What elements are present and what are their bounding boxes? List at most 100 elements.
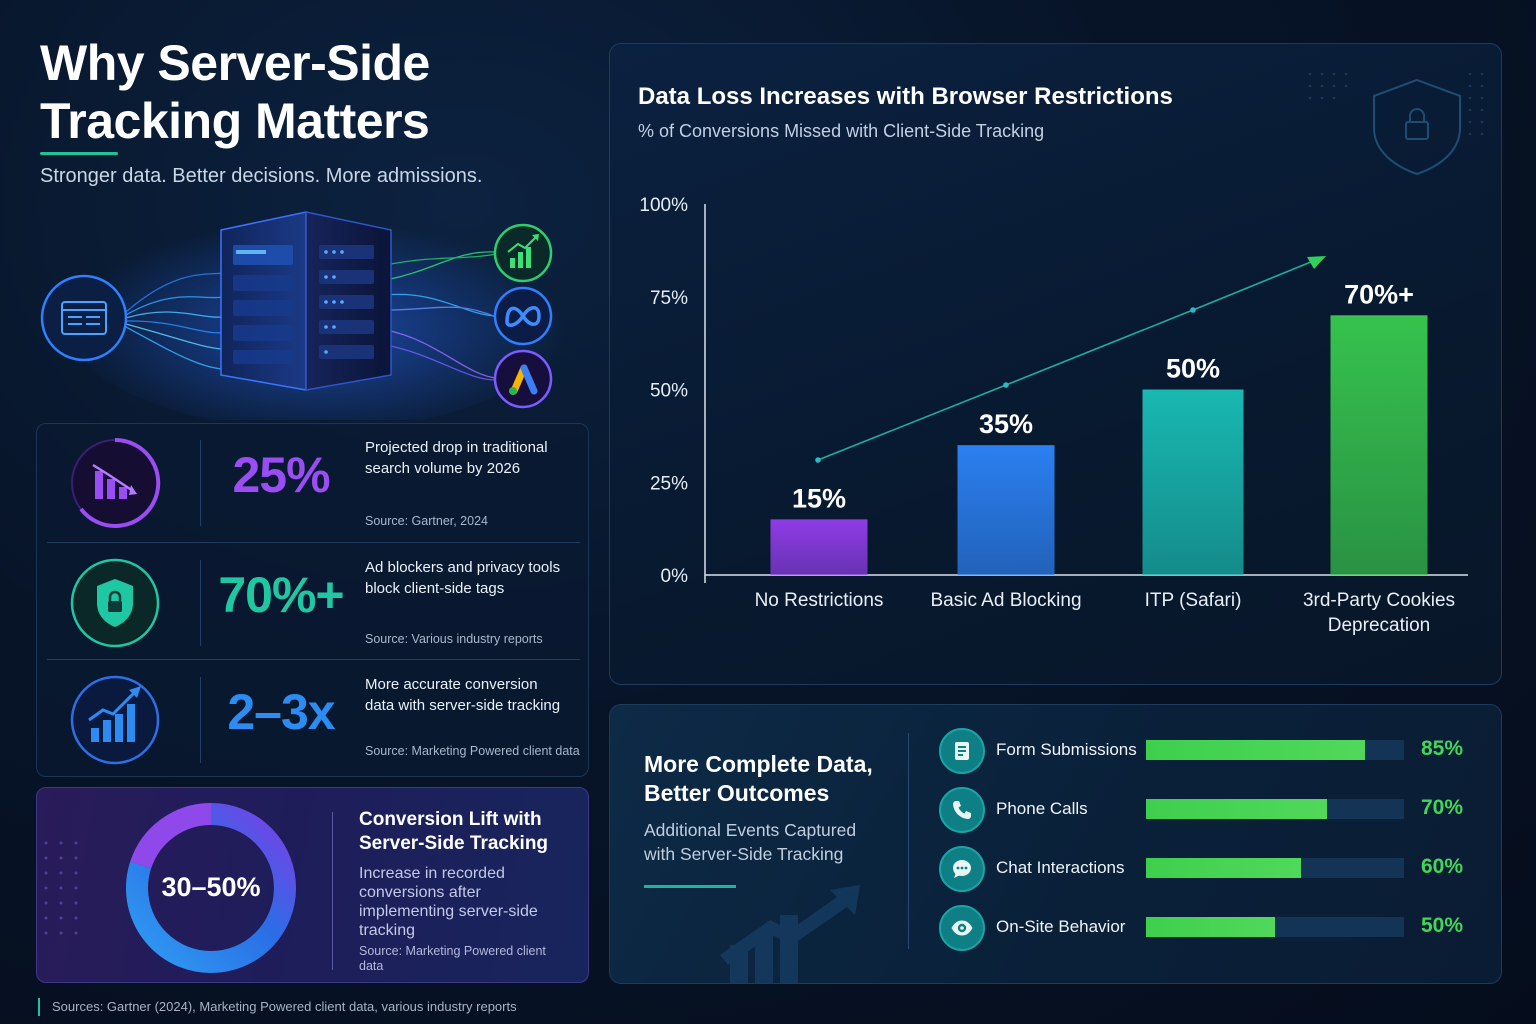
chart-bars: 15% 35% 50% 70%+ bbox=[770, 279, 1428, 575]
conversion-lift-source: Source: Marketing Powered client data bbox=[359, 944, 546, 973]
x-tick-label: No Restrictions bbox=[755, 590, 884, 611]
declining-bar-chart-icon bbox=[71, 437, 161, 528]
trend-point bbox=[1003, 382, 1009, 388]
title-underline bbox=[40, 152, 118, 155]
outcomes-divider bbox=[908, 733, 909, 949]
stat-description: Ad blockers and privacy tools block clie… bbox=[365, 559, 561, 597]
chart-panel: 0% 25% 50% 75% 100% No Restrictions Basic Ad B… bbox=[609, 43, 1502, 685]
eye-icon bbox=[939, 905, 985, 951]
outcome-row-form-submissions: Form Submissions 85% bbox=[939, 728, 1479, 774]
outcomes-title: More Complete Data, Better Outcomes bbox=[644, 751, 873, 806]
conversion-lift-donut bbox=[126, 803, 296, 973]
stat-source: Source: Marketing Powered client data bbox=[365, 744, 580, 758]
shield-lock-icon bbox=[70, 558, 160, 648]
outcome-bar-fill bbox=[1146, 799, 1327, 819]
y-tick-label: 75% bbox=[650, 288, 688, 309]
bar-3 bbox=[1142, 389, 1244, 575]
chart-axes: 0% 25% 50% 75% 100% No Restrictions Basic Ad B… bbox=[639, 195, 1468, 636]
google-ads-icon bbox=[493, 349, 553, 409]
stat-divider bbox=[200, 560, 201, 646]
meta-icon bbox=[493, 286, 553, 346]
outcome-value: 85% bbox=[1421, 737, 1464, 760]
chart-subtitle: % of Conversions Missed with Client-Side… bbox=[638, 121, 1045, 141]
y-tick-label: 100% bbox=[639, 195, 688, 216]
stat-row-separator bbox=[47, 659, 580, 660]
stat-source: Source: Various industry reports bbox=[365, 632, 543, 646]
stat-row-ad-blockers: 70%+ Ad blockers and privacy tools block… bbox=[37, 544, 590, 661]
outcome-value: 60% bbox=[1421, 855, 1464, 878]
phone-icon bbox=[939, 787, 985, 833]
bar-data-label: 35% bbox=[979, 409, 1033, 439]
outcomes-panel: More Complete Data, Better Outcomes Addi… bbox=[609, 704, 1502, 984]
outcome-label: Chat Interactions bbox=[996, 858, 1125, 877]
stat-source: Source: Gartner, 2024 bbox=[365, 514, 488, 528]
analytics-icon bbox=[493, 223, 553, 283]
shield-lock-icon bbox=[1373, 78, 1461, 176]
trend-arrowhead bbox=[1307, 256, 1326, 269]
stats-panel: 25% Projected drop in traditional search… bbox=[36, 423, 589, 777]
bar-chart: 0% 25% 50% 75% 100% No Restrictions Basic Ad B… bbox=[639, 72, 1484, 636]
stat-row-separator bbox=[47, 542, 580, 543]
x-tick-label: Deprecation bbox=[1328, 615, 1430, 636]
stat-row-search-volume: 25% Projected drop in traditional search… bbox=[37, 424, 590, 541]
page-title-line-1: Why Server-Side bbox=[40, 35, 430, 91]
stat-description: More accurate conversion data with serve… bbox=[365, 676, 561, 714]
footer-accent-bar bbox=[38, 998, 40, 1016]
stat-divider bbox=[200, 677, 201, 763]
page-subtitle: Stronger data. Better decisions. More ad… bbox=[40, 165, 483, 187]
stat-value: 70%+ bbox=[218, 567, 344, 623]
trend-point bbox=[1190, 307, 1196, 313]
bar-data-label: 50% bbox=[1166, 354, 1220, 384]
chart-title: Data Loss Increases with Browser Restric… bbox=[638, 83, 1173, 110]
outcomes-description: Additional Events Captured with Server-S… bbox=[644, 820, 857, 864]
lift-divider bbox=[332, 812, 333, 970]
y-tick-label: 25% bbox=[650, 473, 688, 494]
outcome-bar-track bbox=[1146, 858, 1404, 878]
trend-line bbox=[817, 256, 1324, 461]
y-tick-label: 0% bbox=[661, 566, 689, 587]
server-icon bbox=[220, 211, 392, 391]
conversion-lift-description: Increase in recorded conversions after i… bbox=[359, 865, 538, 939]
bar-data-label: 15% bbox=[792, 483, 846, 513]
outcome-row-phone-calls: Phone Calls 70% bbox=[939, 787, 1479, 833]
conversion-lift-panel: 30–50% Conversion Lift with Server-Side … bbox=[36, 787, 589, 983]
decorative-growth-icon bbox=[720, 885, 860, 983]
conversion-lift-value: 30–50% bbox=[161, 872, 261, 902]
x-tick-label: Basic Ad Blocking bbox=[930, 590, 1081, 611]
outcome-row-on-site-behavior: On-Site Behavior 50% bbox=[939, 905, 1479, 951]
page-title-line-2: Tracking Matters bbox=[40, 93, 430, 149]
stat-value: 2–3x bbox=[227, 684, 335, 740]
outcome-bar-fill bbox=[1146, 858, 1301, 878]
browser-window-icon bbox=[40, 274, 128, 362]
outcome-bar-fill bbox=[1146, 740, 1366, 760]
form-icon bbox=[939, 728, 985, 774]
outcome-value: 70% bbox=[1421, 796, 1464, 819]
trend-point bbox=[815, 457, 821, 463]
bar-2 bbox=[957, 445, 1055, 575]
outcome-value: 50% bbox=[1421, 914, 1464, 937]
bar-4 bbox=[1330, 315, 1428, 575]
y-tick-label: 50% bbox=[650, 381, 688, 402]
x-tick-label: ITP (Safari) bbox=[1145, 590, 1242, 611]
chart-trend-arrow bbox=[815, 256, 1326, 463]
x-tick-label: 3rd-Party Cookies bbox=[1303, 590, 1455, 611]
bar-1 bbox=[770, 519, 868, 575]
growth-chart-icon bbox=[70, 675, 160, 765]
outcome-row-chat-interactions: Chat Interactions 60% bbox=[939, 846, 1479, 892]
outcome-label: Form Submissions bbox=[996, 740, 1137, 759]
outcome-bar-track bbox=[1146, 799, 1404, 819]
outcome-bar-track bbox=[1146, 740, 1404, 760]
bar-data-label: 70%+ bbox=[1344, 279, 1414, 309]
outcome-bar-track bbox=[1146, 917, 1404, 937]
outcomes-underline bbox=[644, 885, 736, 888]
chat-icon bbox=[939, 846, 985, 892]
page-title: Why Server-Side Tracking Matters bbox=[40, 34, 580, 150]
stat-value: 25% bbox=[232, 447, 330, 503]
footer-sources: Sources: Gartner (2024), Marketing Power… bbox=[52, 999, 517, 1014]
outcome-label: Phone Calls bbox=[996, 799, 1088, 818]
stat-divider bbox=[200, 440, 201, 526]
outcome-bar-fill bbox=[1146, 917, 1275, 937]
stat-row-accuracy: 2–3x More accurate conversion data with … bbox=[37, 661, 590, 778]
server-illustration bbox=[40, 210, 566, 420]
decorative-dots bbox=[44, 841, 78, 935]
